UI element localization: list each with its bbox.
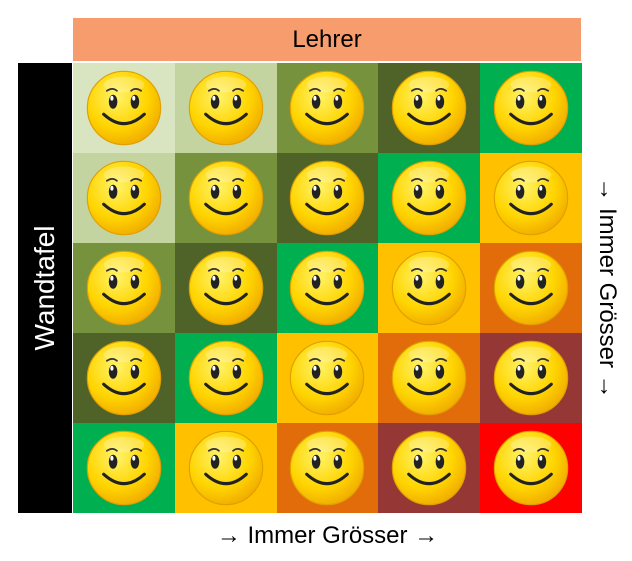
seat-cell bbox=[276, 333, 379, 423]
smiley-face-icon bbox=[86, 340, 162, 416]
seat-cell bbox=[174, 333, 277, 423]
seat-cell bbox=[73, 333, 175, 423]
seat-cell bbox=[480, 153, 582, 243]
seat-cell bbox=[276, 243, 379, 333]
bottom-axis-label: → Immer Grösser → bbox=[216, 522, 439, 549]
seating-grid bbox=[73, 63, 582, 513]
smiley-face-icon bbox=[188, 250, 263, 326]
smiley-face-icon bbox=[493, 340, 569, 416]
seat-cell bbox=[73, 243, 175, 333]
seat-cell bbox=[480, 63, 582, 153]
smiley-face-icon bbox=[290, 160, 365, 236]
seat-cell bbox=[378, 243, 481, 333]
smiley-face-icon bbox=[290, 340, 365, 416]
seat-cell bbox=[174, 153, 277, 243]
teacher-bar: Lehrer bbox=[73, 18, 581, 61]
seat-cell bbox=[174, 243, 277, 333]
smiley-face-icon bbox=[188, 340, 263, 416]
right-axis: → Immer Grösser → bbox=[581, 63, 632, 513]
smiley-face-icon bbox=[290, 250, 365, 326]
seat-cell bbox=[276, 153, 379, 243]
smiley-face-icon bbox=[392, 160, 467, 236]
seat-cell bbox=[73, 153, 175, 243]
blackboard-bar: Wandtafel bbox=[18, 63, 72, 513]
smiley-face-icon bbox=[392, 70, 467, 146]
seat-cell bbox=[174, 423, 277, 513]
smiley-face-icon bbox=[392, 340, 467, 416]
smiley-face-icon bbox=[188, 430, 263, 506]
seat-cell bbox=[480, 423, 582, 513]
smiley-face-icon bbox=[392, 430, 467, 506]
smiley-face-icon bbox=[493, 70, 569, 146]
smiley-face-icon bbox=[290, 430, 365, 506]
bottom-axis: → Immer Grösser → bbox=[73, 518, 582, 554]
seat-cell bbox=[73, 423, 175, 513]
seat-cell bbox=[480, 333, 582, 423]
seat-cell bbox=[174, 63, 277, 153]
smiley-face-icon bbox=[493, 160, 569, 236]
smiley-face-icon bbox=[86, 430, 162, 506]
seat-cell bbox=[378, 153, 481, 243]
seat-cell bbox=[378, 63, 481, 153]
seat-cell bbox=[276, 63, 379, 153]
seat-cell bbox=[480, 243, 582, 333]
smiley-face-icon bbox=[188, 70, 263, 146]
seat-cell bbox=[276, 423, 379, 513]
seat-cell bbox=[378, 333, 481, 423]
smiley-face-icon bbox=[290, 70, 365, 146]
seat-cell bbox=[73, 63, 175, 153]
smiley-face-icon bbox=[493, 430, 569, 506]
right-axis-label: → Immer Grösser → bbox=[593, 177, 621, 399]
seat-cell bbox=[378, 423, 481, 513]
smiley-face-icon bbox=[493, 250, 569, 326]
smiley-face-icon bbox=[392, 250, 467, 326]
smiley-face-icon bbox=[188, 160, 263, 236]
smiley-face-icon bbox=[86, 160, 162, 236]
teacher-label: Lehrer bbox=[292, 25, 362, 53]
blackboard-label: Wandtafel bbox=[29, 225, 60, 351]
smiley-face-icon bbox=[86, 250, 162, 326]
smiley-face-icon bbox=[86, 70, 162, 146]
